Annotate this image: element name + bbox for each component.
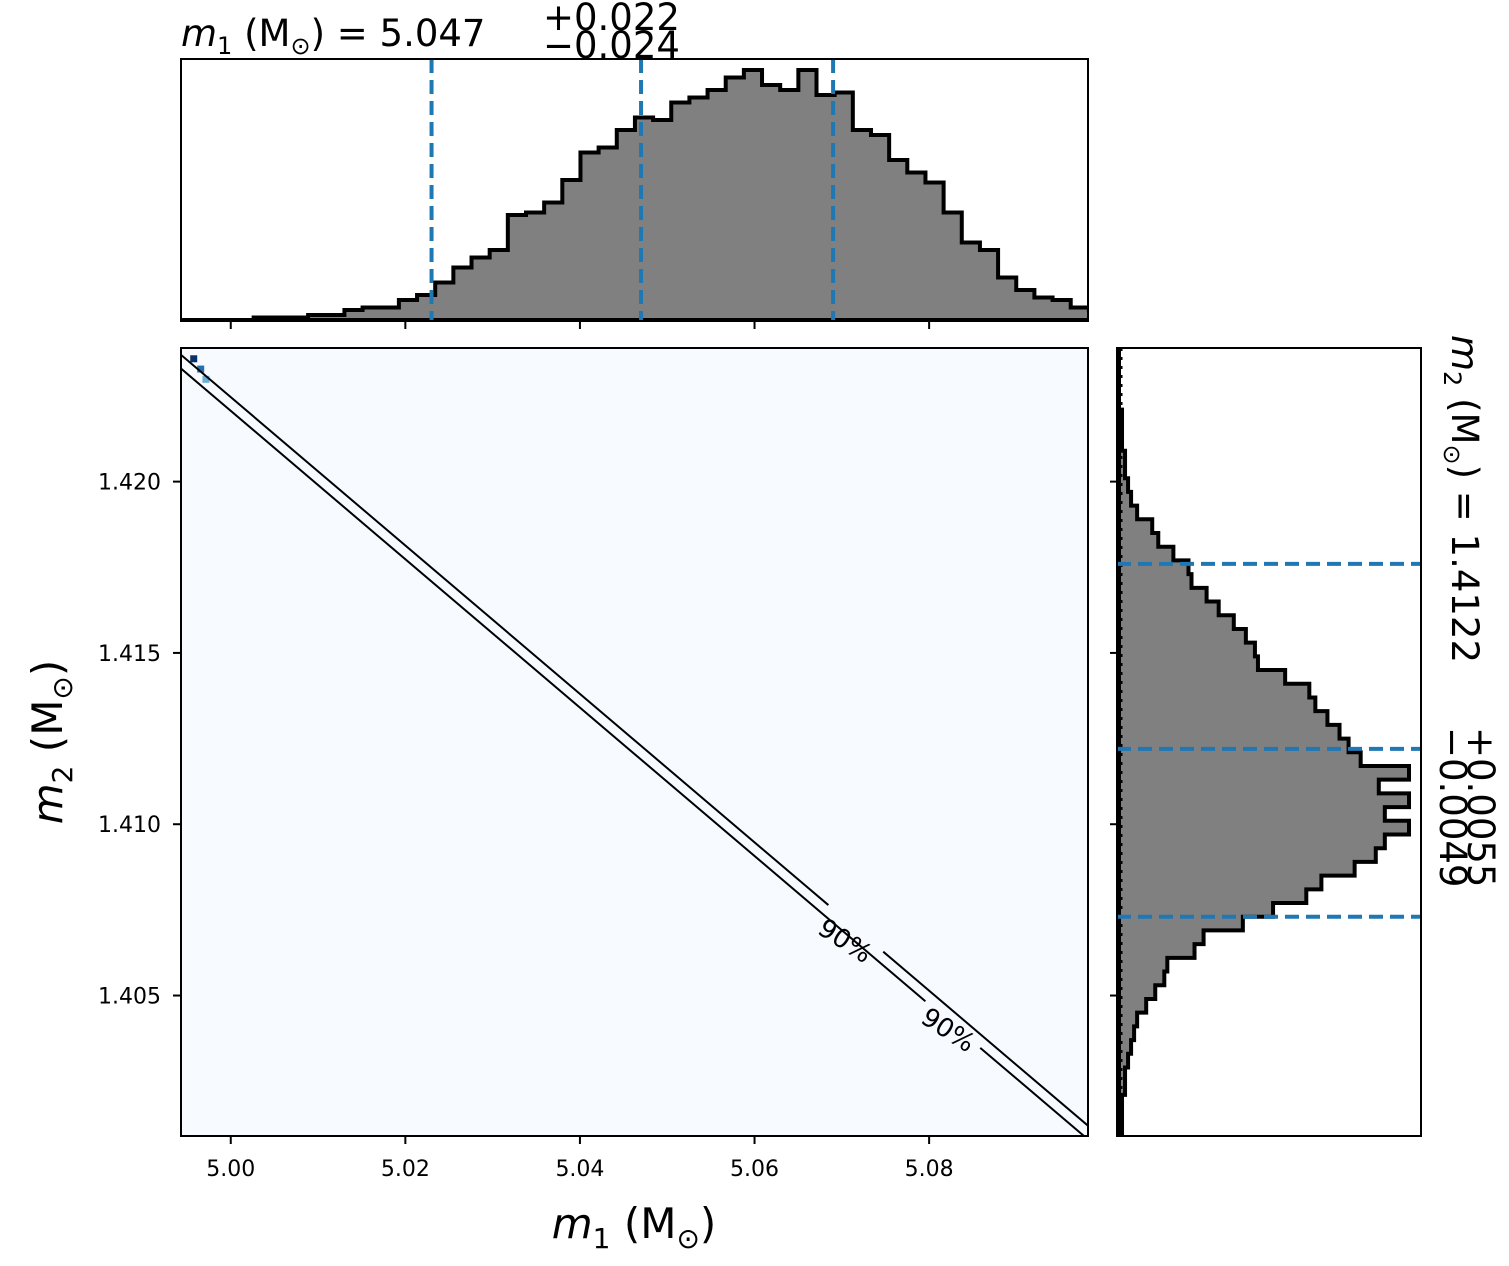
m2-title-unit: (M bbox=[1443, 398, 1486, 444]
joint-density-background bbox=[181, 348, 1088, 1136]
contour-90-line-1 bbox=[181, 367, 1086, 1136]
m1-marginal-frame bbox=[180, 58, 1089, 322]
x-tick-label-0: 5.00 bbox=[206, 1157, 255, 1182]
m1-title-subscript: 1 bbox=[217, 32, 232, 60]
y-tick-label-1: 1.410 bbox=[98, 813, 161, 838]
x-axis-unit-close: ) bbox=[700, 1199, 716, 1248]
y-tick-label-2: 1.415 bbox=[98, 642, 161, 667]
x-axis-unit-sub: ⊙ bbox=[676, 1222, 699, 1255]
m2-title-lower-error: −0.0049 bbox=[1431, 727, 1474, 887]
m2-title-unit-close: ) bbox=[1443, 465, 1486, 479]
m2-histogram-fill bbox=[1119, 348, 1409, 1136]
m2-marginal-title: m2 (M⊙) = 1.4122 bbox=[1438, 335, 1486, 663]
x-tick-label-3: 5.06 bbox=[730, 1157, 779, 1182]
x-tick-label-2: 5.04 bbox=[555, 1157, 604, 1182]
x-axis-title: m1 (M⊙) bbox=[552, 1199, 717, 1255]
m1-title-unit-sub: ⊙ bbox=[290, 32, 310, 60]
m2-title-unit-sub: ⊙ bbox=[1438, 444, 1466, 464]
m1-title-upper-error: +0.022 bbox=[543, 0, 680, 39]
joint-panel: 90%90% 5.00 5.02 5.04 5.06 5.081.4051.4101.4… bbox=[23, 347, 1089, 1255]
m2-title-subscript: 2 bbox=[1438, 371, 1466, 386]
m1-title-unit: (M bbox=[244, 12, 290, 55]
m2-histogram-outline bbox=[1117, 348, 1411, 1136]
y-tick-label-3: 1.420 bbox=[98, 471, 161, 496]
y-axis-title: m2 (M⊙) bbox=[23, 660, 79, 825]
x-axis-subscript: 1 bbox=[593, 1222, 611, 1255]
m2-title-symbol: m bbox=[1443, 335, 1486, 371]
y-axis-subscript: 2 bbox=[46, 766, 79, 784]
y-axis-unit-close: ) bbox=[23, 660, 72, 676]
contour-90-line-0 bbox=[181, 354, 1088, 1127]
y-axis-symbol: m bbox=[23, 783, 72, 824]
x-axis-unit: (M bbox=[624, 1199, 677, 1248]
joint-density-cell-0 bbox=[190, 355, 198, 363]
m1-histogram-outline bbox=[181, 68, 1088, 321]
x-tick-label-1: 5.02 bbox=[381, 1157, 430, 1182]
m2-marginal-title-group: m2 (M⊙) = 1.4122 +0.0055 −0.0049 bbox=[1431, 335, 1502, 887]
y-axis-unit-sub: ⊙ bbox=[46, 676, 79, 699]
y-axis-unit: (M bbox=[23, 700, 72, 753]
joint-density-cell-1 bbox=[197, 365, 205, 373]
joint-density-cell-2 bbox=[202, 375, 210, 383]
m1-title-lower-error: −0.024 bbox=[543, 24, 680, 67]
m1-marginal-title: m1 (M⊙) = 5.047 bbox=[181, 12, 485, 60]
x-axis-symbol: m bbox=[552, 1199, 593, 1248]
m1-marginal-panel: m1 (M⊙) = 5.047 +0.022 −0.024 bbox=[180, 0, 1089, 329]
m1-title-value: = 5.047 bbox=[325, 12, 485, 55]
x-tick-label-4: 5.08 bbox=[905, 1157, 954, 1182]
m1-title-unit-close: ) bbox=[311, 12, 325, 55]
m1-histogram-fill bbox=[181, 70, 1088, 320]
m1-title-symbol: m bbox=[181, 12, 217, 55]
m2-marginal-panel: m2 (M⊙) = 1.4122 +0.0055 −0.0049 bbox=[1110, 335, 1502, 1137]
joint-frame bbox=[180, 347, 1089, 1137]
m2-marginal-frame bbox=[1116, 347, 1422, 1137]
y-tick-label-0: 1.405 bbox=[98, 985, 161, 1010]
m2-title-value: = 1.4122 bbox=[1443, 479, 1486, 663]
m2-title-upper-error: +0.0055 bbox=[1459, 727, 1502, 887]
